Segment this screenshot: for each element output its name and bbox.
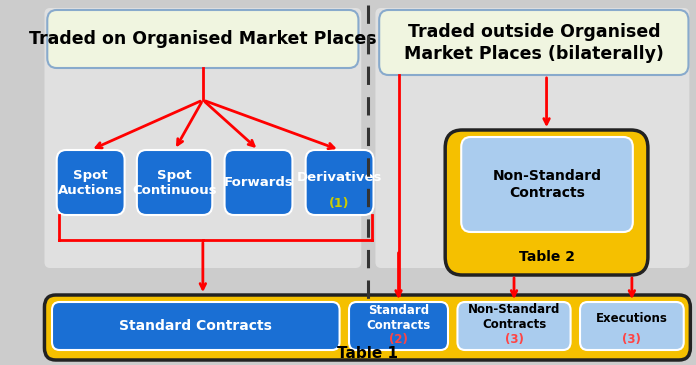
Text: (3): (3) — [505, 334, 523, 346]
Text: (1): (1) — [329, 196, 350, 210]
FancyBboxPatch shape — [580, 302, 683, 350]
FancyBboxPatch shape — [45, 8, 361, 268]
Text: Spot
Continuous: Spot Continuous — [132, 169, 217, 196]
FancyBboxPatch shape — [379, 10, 688, 75]
Text: (3): (3) — [622, 334, 641, 346]
Text: Forwards: Forwards — [223, 176, 294, 189]
FancyBboxPatch shape — [45, 295, 690, 360]
FancyBboxPatch shape — [349, 302, 448, 350]
Text: Non-Standard
Contracts: Non-Standard Contracts — [493, 169, 601, 200]
FancyBboxPatch shape — [137, 150, 212, 215]
Text: Table 2: Table 2 — [519, 250, 575, 264]
Text: Executions: Executions — [596, 312, 668, 326]
FancyBboxPatch shape — [47, 10, 358, 68]
FancyBboxPatch shape — [52, 302, 340, 350]
FancyBboxPatch shape — [445, 130, 648, 275]
FancyBboxPatch shape — [225, 150, 292, 215]
Text: Standard
Contracts: Standard Contracts — [366, 304, 431, 332]
FancyBboxPatch shape — [457, 302, 571, 350]
Text: Non-Standard
Contracts: Non-Standard Contracts — [468, 303, 560, 331]
Text: Traded outside Organised
Market Places (bilaterally): Traded outside Organised Market Places (… — [404, 23, 664, 63]
FancyBboxPatch shape — [375, 8, 690, 268]
FancyBboxPatch shape — [56, 150, 125, 215]
Text: Spot
Auctions: Spot Auctions — [58, 169, 123, 196]
Text: (2): (2) — [389, 334, 408, 346]
FancyBboxPatch shape — [461, 137, 633, 232]
Text: Table 1: Table 1 — [338, 346, 398, 361]
FancyBboxPatch shape — [306, 150, 374, 215]
Text: Traded on Organised Market Places: Traded on Organised Market Places — [29, 30, 377, 48]
Text: Standard Contracts: Standard Contracts — [119, 319, 271, 333]
Text: Derivatives: Derivatives — [297, 171, 382, 184]
